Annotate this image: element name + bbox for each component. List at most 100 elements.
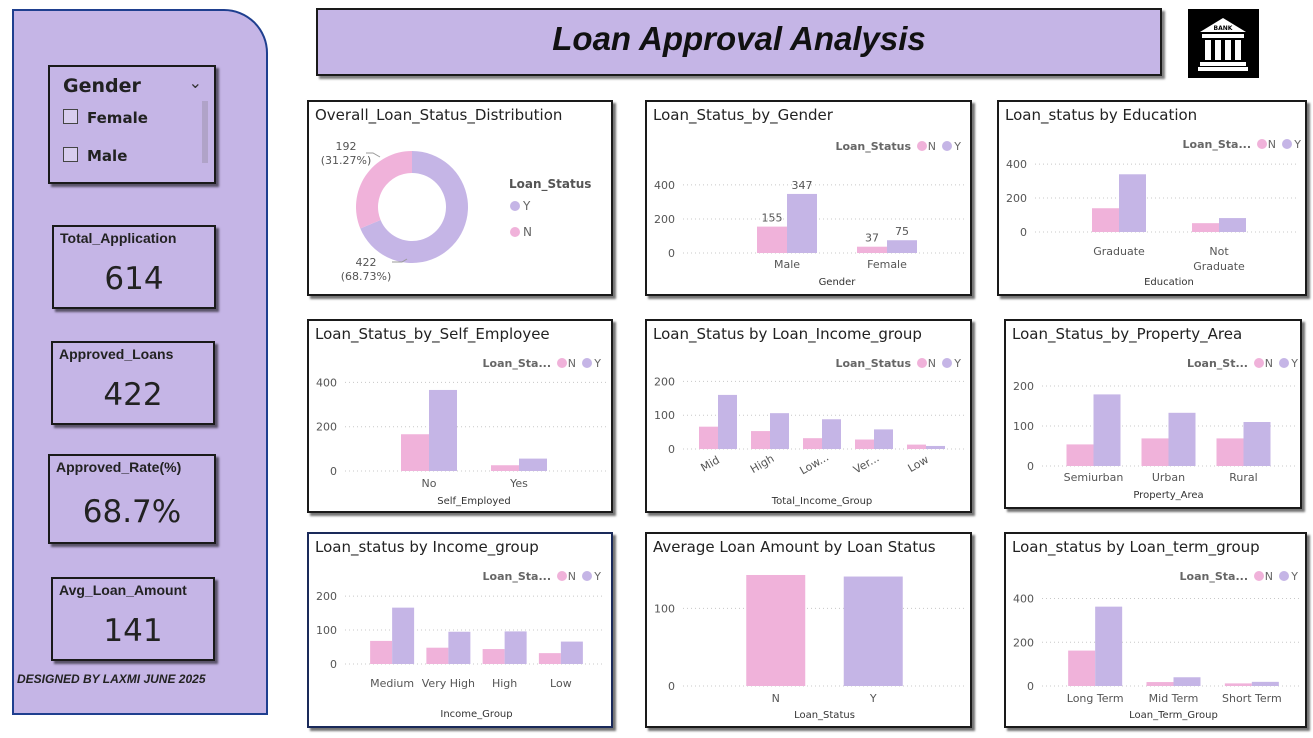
- legend-label: Y: [1290, 357, 1298, 370]
- legend-swatch: [510, 201, 520, 211]
- legend-swatch: [942, 141, 952, 151]
- legend-label: N: [1265, 570, 1273, 583]
- bar: [751, 431, 770, 449]
- slicer-option-male[interactable]: Male: [63, 147, 127, 165]
- kpi-value: 68.7%: [82, 494, 182, 530]
- slicer-scrollbar[interactable]: [202, 101, 208, 163]
- chart-title: Loan_status by Income_group: [315, 538, 539, 556]
- bar: [822, 419, 841, 449]
- slicer-option-female[interactable]: Female: [63, 109, 148, 127]
- slicer-title: Gender: [63, 75, 141, 97]
- legend-swatch: [1254, 358, 1264, 368]
- legend-label: Y: [522, 199, 531, 213]
- x-tick-label: Male: [774, 258, 800, 271]
- x-axis-title: Education: [1144, 277, 1194, 288]
- chart-overall-loan-status[interactable]: Overall_Loan_Status_Distribution 422 (68.…: [307, 100, 613, 296]
- chart-loan-status-by-education[interactable]: Loan_status by Education 0 200 400 Graduate…: [997, 100, 1307, 296]
- bar: [1119, 174, 1146, 232]
- data-label: 347: [792, 179, 813, 192]
- bar: [1146, 682, 1174, 686]
- x-axis-title: Loan_Term_Group: [1129, 710, 1218, 721]
- kpi-approved-rate: Approved_Rate(%) 68.7%: [48, 454, 216, 544]
- bar: [560, 641, 583, 664]
- legend-swatch: [1254, 571, 1264, 581]
- kpi-avg-loan-amount: Avg_Loan_Amount 141: [51, 577, 215, 661]
- checkbox-icon[interactable]: [63, 109, 78, 124]
- chart-loan-status-by-loan-income-group[interactable]: Loan_Status by Loan_Income_group 0 100 200…: [645, 319, 972, 513]
- chart-average-loan-amount[interactable]: Average Loan Amount by Loan Status 0 100 N…: [645, 532, 972, 728]
- x-tick-label: Semiurban: [1064, 471, 1124, 484]
- y-tick-label: 0: [330, 658, 337, 671]
- x-axis-title: Total_Income_Group: [771, 496, 873, 507]
- legend-title: Loan_Sta...: [483, 570, 551, 583]
- bar: [926, 445, 945, 449]
- bar: [491, 465, 519, 471]
- gender-slicer[interactable]: Gender ⌄ Female Male: [48, 65, 216, 184]
- y-tick-label: 200: [316, 421, 337, 434]
- y-tick-label: 0: [1027, 460, 1034, 473]
- bar: [855, 439, 874, 449]
- slicer-option-label: Male: [87, 147, 128, 165]
- bar: [1224, 683, 1252, 686]
- x-tick-label: Low: [550, 677, 572, 690]
- y-tick-label: 100: [316, 624, 337, 637]
- leader-line: [366, 152, 381, 158]
- legend-label: N: [568, 570, 576, 583]
- legend-swatch: [917, 141, 927, 151]
- bar: [401, 434, 429, 471]
- chart-loan-status-by-income-group[interactable]: Loan_status by Income_group 0 100 200 Mediu…: [307, 532, 613, 728]
- legend-title: Loan_St...: [1187, 357, 1248, 370]
- y-tick-label: 400: [1013, 593, 1034, 606]
- x-tick-label: No: [422, 477, 437, 490]
- x-axis-title: Self_Employed: [437, 496, 511, 507]
- x-tick-label: Mid Term: [1149, 692, 1199, 705]
- data-label: (68.73%): [341, 270, 392, 283]
- bar: [874, 429, 893, 449]
- bar: [1243, 422, 1271, 466]
- bar: [1251, 681, 1279, 686]
- legend-label: Y: [1290, 570, 1298, 583]
- chart-loan-status-by-self-employee[interactable]: Loan_Status_by_Self_Employee 0 200 400 No Ye…: [307, 319, 613, 513]
- legend-swatch: [1279, 571, 1289, 581]
- y-tick-label: 200: [1013, 636, 1034, 649]
- chart-title: Loan_Status by Loan_Income_group: [653, 325, 922, 343]
- bar: [1173, 677, 1201, 686]
- kpi-total-application: Total_Application 614: [52, 225, 216, 309]
- chart-loan-status-by-property-area[interactable]: Loan_Status_by_Property_Area 0 100 200 Semi…: [1004, 319, 1302, 509]
- bar: [370, 640, 393, 664]
- bar: [1092, 208, 1119, 232]
- x-axis-title: Loan_Status: [794, 710, 855, 721]
- kpi-value: 141: [103, 613, 163, 649]
- legend-swatch: [1279, 358, 1289, 368]
- bar: [1095, 606, 1123, 686]
- donut-slice: [356, 151, 412, 229]
- chevron-down-icon[interactable]: ⌄: [188, 73, 202, 92]
- bar: [887, 240, 917, 253]
- chart-loan-status-by-gender[interactable]: Loan_Status_by_Gender 0 200 400 155 347 Male 3…: [645, 100, 972, 296]
- bar: [448, 631, 471, 664]
- chart-title: Average Loan Amount by Loan Status: [653, 538, 936, 556]
- chart-loan-status-by-loan-term-group[interactable]: Loan_status by Loan_term_group 0 200 400 Lo…: [1004, 532, 1307, 728]
- y-tick-label: 200: [654, 375, 675, 388]
- y-tick-label: 200: [1006, 192, 1027, 205]
- legend-label: N: [1268, 138, 1276, 151]
- legend-label: Y: [953, 357, 961, 370]
- legend-swatch: [557, 358, 567, 368]
- legend-swatch: [1257, 139, 1267, 149]
- x-tick-label: Low: [906, 453, 931, 475]
- x-tick-label: Medium: [370, 677, 414, 690]
- bar: [843, 576, 903, 686]
- checkbox-icon[interactable]: [63, 147, 78, 162]
- chart-title: Loan_status by Loan_term_group: [1012, 538, 1260, 556]
- x-axis-title: Gender: [819, 277, 857, 288]
- x-axis-title: Property_Area: [1133, 490, 1203, 501]
- bar: [699, 426, 718, 449]
- slicer-option-label: Female: [87, 109, 148, 127]
- bar: [538, 653, 561, 664]
- legend-title: Loan_Sta...: [1183, 138, 1251, 151]
- data-label: 422: [356, 256, 377, 269]
- bar: [718, 394, 737, 449]
- data-label: 155: [762, 212, 783, 225]
- legend-swatch: [557, 571, 567, 581]
- logo-text: BANK: [1214, 25, 1233, 32]
